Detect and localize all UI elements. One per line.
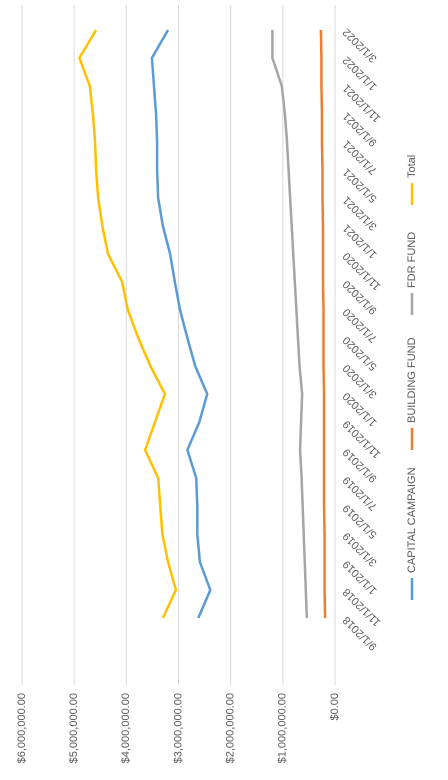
line-series <box>78 29 178 619</box>
y-tick-label: $0.00 <box>329 693 341 721</box>
line-series <box>319 29 327 619</box>
line-series <box>271 30 309 619</box>
rotated-chart: $0.00 $1,000,000.00 $2,000,000.00 $3,000,00… <box>16 5 418 763</box>
y-tick-label: $1,000,000.00 <box>277 693 289 763</box>
y-tick-label: $2,000,000.00 <box>225 693 237 763</box>
line-series <box>150 29 212 619</box>
legend-label: Total <box>406 155 418 178</box>
legend-label: FDR FUND <box>406 232 418 288</box>
legend-label: BUILDING FUND <box>406 337 418 423</box>
y-tick-label: $5,000,000.00 <box>68 693 80 763</box>
y-tick-label: $3,000,000.00 <box>172 693 184 763</box>
legend-label: CAPITAL CAMPAIGN <box>406 467 418 573</box>
y-tick-label: $6,000,000.00 <box>16 693 28 763</box>
y-tick-label: $4,000,000.00 <box>120 693 132 763</box>
